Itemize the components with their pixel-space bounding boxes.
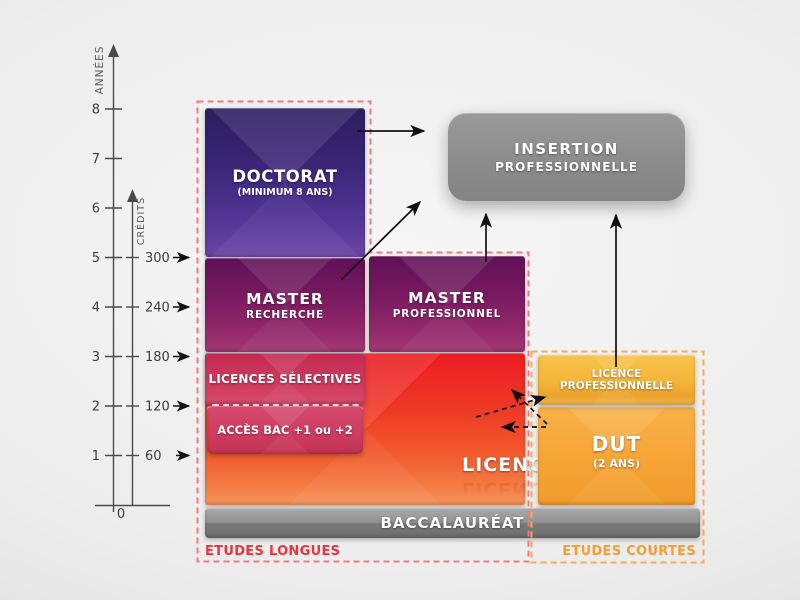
box-doctorat: DOCTORAT (MINIMUM 8 ANS) bbox=[205, 108, 365, 257]
box-licence-professionnelle: LICENCE PROFESSIONNELLE bbox=[538, 355, 695, 405]
year-tick-8: 8 bbox=[92, 103, 100, 118]
zone-label-etudes-longues: ETUDES LONGUES bbox=[205, 544, 341, 559]
doctorat-title: DOCTORAT bbox=[232, 167, 338, 186]
box-acces-bac: ACCÈS BAC +1 ou +2 bbox=[207, 404, 363, 454]
credits-tick-labels: 300 240 180 120 60 bbox=[145, 251, 170, 464]
credit-tick-300: 300 bbox=[145, 251, 170, 266]
year-tick-0: 0 bbox=[117, 507, 125, 522]
doctorat-subtitle: (MINIMUM 8 ANS) bbox=[237, 187, 333, 198]
zone-label-etudes-courtes: ETUDES COURTES bbox=[562, 544, 696, 559]
year-tick-1: 1 bbox=[92, 449, 100, 464]
master-recherche-title: MASTER bbox=[246, 289, 324, 308]
master-professionnel-subtitle: PROFESSIONNEL bbox=[392, 307, 502, 320]
baccalaureat-title: BACCALAURÉAT bbox=[380, 514, 525, 532]
master-recherche-subtitle: RECHERCHE bbox=[246, 308, 324, 321]
years-axis-arrowhead bbox=[108, 44, 119, 57]
year-tick-3: 3 bbox=[92, 350, 100, 365]
year-tick-2: 2 bbox=[92, 400, 100, 415]
dut-subtitle: (2 ANS) bbox=[592, 457, 641, 470]
acces-bac-title: ACCÈS BAC +1 ou +2 bbox=[217, 423, 353, 437]
credit-tick-120: 120 bbox=[145, 400, 170, 415]
box-insertion-professionnelle: INSERTION PROFESSIONNELLE bbox=[448, 113, 685, 201]
box-baccalaureat: BACCALAURÉAT bbox=[205, 508, 700, 538]
box-master-professionnel: MASTER PROFESSIONNEL bbox=[369, 256, 525, 352]
credits-axis-arrowhead bbox=[127, 189, 138, 202]
credits-axis bbox=[126, 198, 139, 505]
years-axis bbox=[95, 53, 170, 512]
credit-tick-180: 180 bbox=[145, 350, 170, 365]
credits-axis-label: CRÉDITS bbox=[135, 197, 147, 245]
dut-title: DUT bbox=[591, 432, 642, 456]
insertion-subtitle: PROFESSIONNELLE bbox=[495, 160, 638, 174]
years-axis-label: ANNÉES bbox=[93, 46, 106, 95]
year-tick-5: 5 bbox=[92, 251, 100, 266]
box-master-recherche: MASTER RECHERCHE bbox=[205, 258, 365, 352]
year-tick-4: 4 bbox=[92, 301, 100, 316]
credit-level-arrows bbox=[173, 252, 191, 461]
year-tick-6: 6 bbox=[92, 202, 100, 217]
credit-tick-240: 240 bbox=[145, 301, 170, 316]
insertion-title: INSERTION bbox=[514, 140, 619, 158]
licences-selectives-title: LICENCES SÉLECTIVES bbox=[208, 371, 362, 386]
licence-professionnelle-title: LICENCE PROFESSIONNELLE bbox=[559, 368, 674, 392]
box-dut: DUT (2 ANS) bbox=[538, 407, 695, 505]
years-tick-labels: 8 7 6 5 4 3 2 1 0 bbox=[92, 103, 125, 523]
credit-tick-60: 60 bbox=[145, 449, 162, 464]
master-professionnel-title: MASTER bbox=[408, 288, 486, 307]
year-tick-7: 7 bbox=[92, 152, 100, 167]
box-licences-selectives: LICENCES SÉLECTIVES bbox=[205, 353, 365, 404]
